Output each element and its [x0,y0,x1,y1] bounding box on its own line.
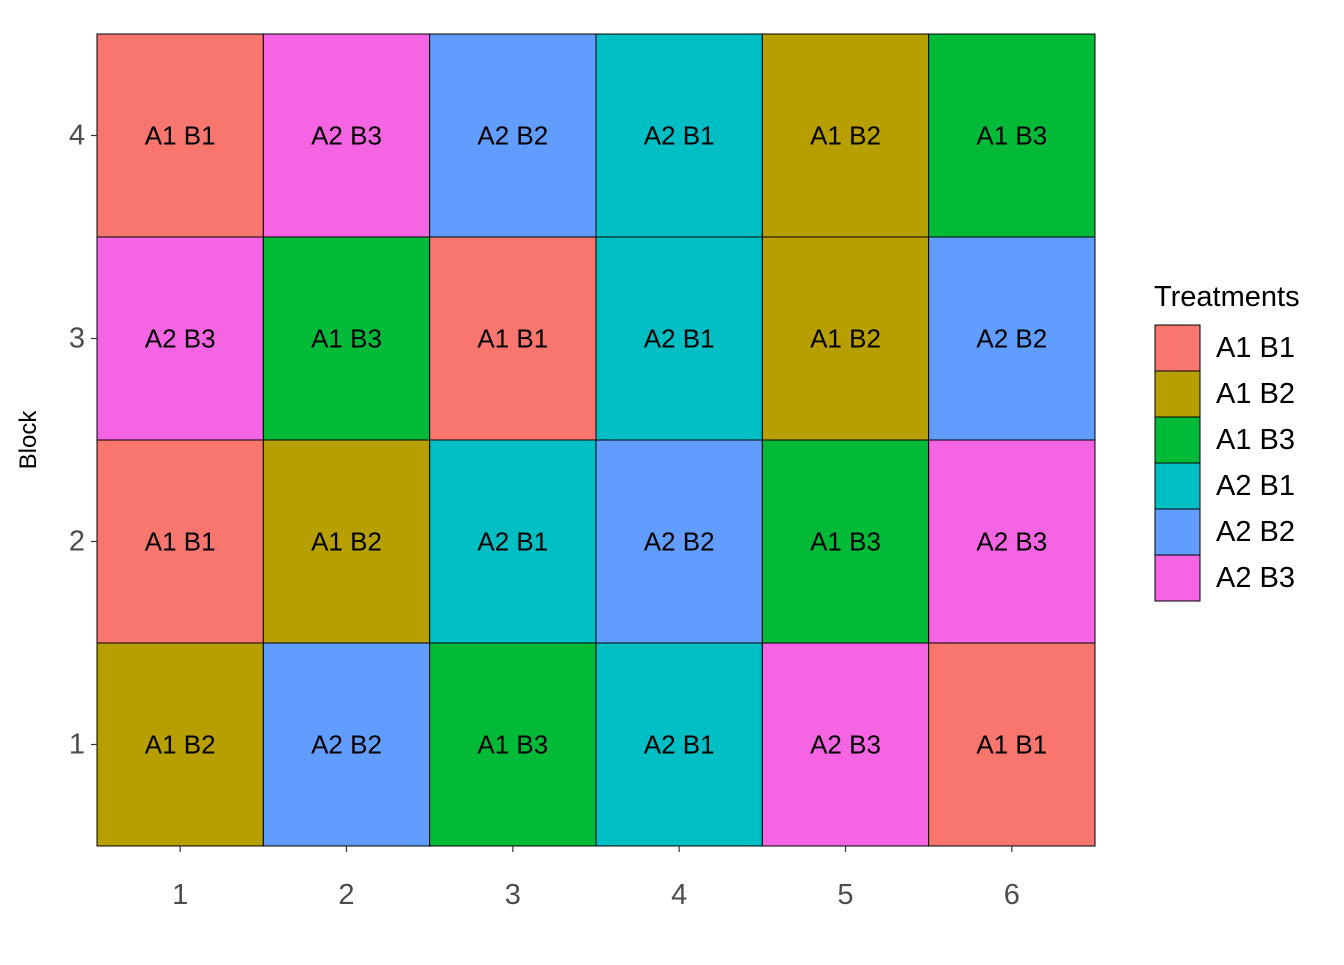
legend-label-a1-b3: A1 B3 [1216,424,1295,456]
cell-block-1-x-5-a2-b3 [761,642,930,847]
y-tick-label: 2 [69,526,85,558]
cell-label: A2 B3 [810,730,881,760]
cell-label: A2 B1 [644,121,715,151]
cell-label: A1 B1 [976,730,1047,760]
cell-block-2-x-1-a1-b1 [96,439,264,644]
x-tick-label: 3 [505,879,521,911]
y-axis-title: Block [15,410,42,470]
cell-label: A2 B2 [477,121,548,151]
x-tick-label: 2 [338,879,354,911]
cell-block-1-x-6-a1-b1 [928,642,1096,847]
legend-label-a1-b2: A1 B2 [1216,378,1295,410]
cell-block-4-x-2-a2-b3 [262,33,431,238]
legend-label-a2-b1: A2 B1 [1216,470,1295,502]
cell-label: A2 B3 [145,324,216,354]
legend-swatch-a1-b2 [1154,370,1201,418]
legend: Treatments A1 B1 A1 B2 A1 B3 A2 B1 A2 B2 A2 B… [1154,281,1300,602]
cell-label: A2 B2 [976,324,1047,354]
legend-swatch-a2-b1 [1154,462,1201,510]
cell-labels-layer: A1 B1 A2 B3 A2 B2 A2 B1 A1 B2 A1 B3 A2 B3 A1 B3… [145,121,1047,760]
cell-label: A1 B2 [810,324,881,354]
x-tick-label: 5 [837,879,853,911]
cell-label: A1 B3 [810,527,881,557]
cell-block-3-x-2-a1-b3 [262,236,431,441]
cell-label: A1 B1 [145,121,216,151]
cell-block-4-x-5-a1-b2 [761,33,930,238]
cells-layer [96,33,1096,847]
cell-block-3-x-1-a2-b3 [96,236,264,441]
cell-block-3-x-6-a2-b2 [928,236,1096,441]
x-axis: 1 2 3 4 5 6 [172,846,1020,911]
cell-block-2-x-6-a2-b3 [928,439,1096,644]
cell-block-4-x-3-a2-b2 [429,33,597,238]
legend-swatch-a1-b3 [1154,416,1201,464]
cell-label: A1 B1 [145,527,216,557]
cell-label: A1 B3 [477,730,548,760]
x-tick-label: 4 [671,879,687,911]
cell-label: A2 B1 [644,324,715,354]
cell-label: A2 B3 [311,121,382,151]
legend-label-a2-b2: A2 B2 [1216,516,1295,548]
legend-items: A1 B1 A1 B2 A1 B3 A2 B1 A2 B2 A2 B3 [1154,324,1295,602]
y-tick-label: 4 [69,120,85,152]
legend-swatch-a1-b1 [1154,324,1201,372]
legend-label-a1-b1: A1 B1 [1216,332,1295,364]
legend-label-a2-b3: A2 B3 [1216,562,1295,594]
cell-label: A2 B2 [644,527,715,557]
cell-label: A1 B1 [477,324,548,354]
cell-block-1-x-3-a1-b3 [429,642,597,847]
legend-swatch-a2-b2 [1154,508,1201,556]
legend-title: Treatments [1154,281,1300,313]
y-tick-label: 3 [69,323,85,355]
legend-swatch-a2-b3 [1154,554,1201,602]
cell-label: A1 B3 [311,324,382,354]
cell-label: A1 B3 [976,121,1047,151]
cell-block-2-x-4-a2-b2 [595,439,763,644]
cell-label: A2 B2 [311,730,382,760]
cell-block-4-x-6-a1-b3 [928,33,1096,238]
x-tick-label: 1 [172,879,188,911]
cell-label: A1 B2 [810,121,881,151]
cell-block-1-x-4-a2-b1 [595,642,763,847]
cell-block-2-x-2-a1-b2 [262,439,431,644]
cell-block-4-x-4-a2-b1 [595,33,763,238]
cell-block-1-x-1-a1-b2 [96,642,264,847]
cell-label: A1 B2 [311,527,382,557]
cell-block-1-x-2-a2-b2 [262,642,431,847]
cell-label: A2 B1 [644,730,715,760]
y-tick-label: 1 [69,729,85,761]
y-axis: 1 2 3 4 [69,120,97,761]
x-tick-label: 6 [1004,879,1020,911]
cell-block-2-x-5-a1-b3 [761,439,930,644]
cell-label: A1 B2 [145,730,216,760]
cell-block-2-x-3-a2-b1 [429,439,597,644]
cell-label: A2 B1 [477,527,548,557]
cell-label: A2 B3 [976,527,1047,557]
cell-block-3-x-4-a2-b1 [595,236,763,441]
cell-block-4-x-1-a1-b1 [96,33,264,238]
